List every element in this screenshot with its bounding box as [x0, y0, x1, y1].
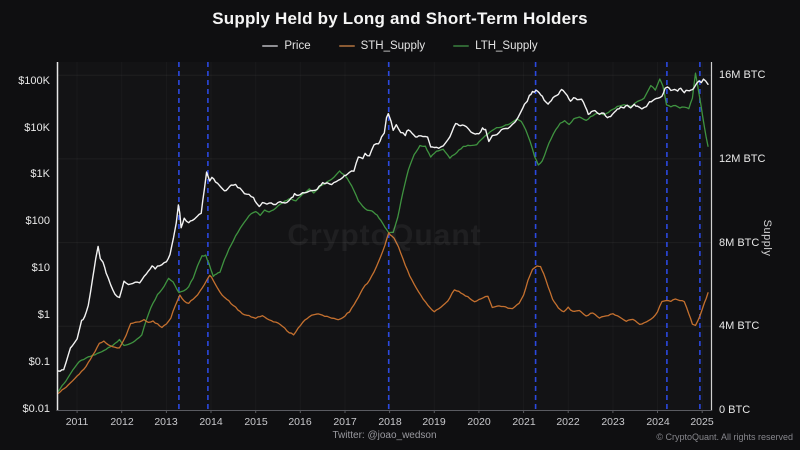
supply-axis-title: Supply — [761, 219, 773, 257]
price-tick-label: $10K — [24, 122, 50, 134]
legend-item-sth-supply[interactable]: STH_Supply — [338, 40, 426, 52]
legend-label: Price — [284, 40, 311, 52]
plot-area — [56, 62, 713, 413]
year-tick-label: 2017 — [333, 416, 357, 428]
legend: Price STH_Supply LTH_Supply — [0, 40, 800, 52]
page-title: Supply Held by Long and Short-Term Holde… — [212, 9, 588, 28]
legend-label: LTH_Supply — [475, 40, 538, 52]
year-tick-label: 2011 — [65, 416, 89, 428]
year-tick-label: 2014 — [199, 416, 223, 428]
price-swatch-icon — [262, 45, 279, 47]
footer-twitter: Twitter: @joao_wedson — [332, 430, 437, 441]
year-tick-label: 2023 — [601, 416, 625, 428]
price-tick-label: $1 — [37, 309, 50, 321]
chart-canvas — [56, 62, 713, 413]
year-tick-label: 2015 — [244, 416, 268, 428]
sth-swatch-icon — [338, 45, 355, 47]
legend-item-price[interactable]: Price — [262, 40, 311, 52]
footer-copyright: © CryptoQuant. All rights reserved — [656, 432, 793, 442]
year-tick-label: 2016 — [288, 416, 312, 428]
lth-swatch-icon — [453, 45, 470, 47]
year-tick-label: 2013 — [154, 416, 178, 428]
year-tick-label: 2019 — [422, 416, 446, 428]
year-tick-label: 2020 — [467, 416, 491, 428]
price-tick-label: $100K — [18, 75, 50, 87]
supply-tick-label: 8M BTC — [719, 237, 760, 249]
legend-label: STH_Supply — [360, 40, 426, 52]
year-tick-label: 2025 — [690, 416, 714, 428]
year-tick-label: 2018 — [378, 416, 402, 428]
price-tick-label: $1K — [30, 168, 50, 180]
price-tick-label: $100 — [25, 215, 50, 227]
supply-tick-label: 12M BTC — [719, 153, 766, 165]
price-tick-label: $10 — [31, 262, 50, 274]
price-tick-label: $0.1 — [28, 356, 50, 368]
year-tick-label: 2022 — [556, 416, 580, 428]
year-tick-label: 2024 — [646, 416, 670, 428]
supply-tick-label: 4M BTC — [719, 320, 760, 332]
supply-tick-label: 0 BTC — [719, 404, 751, 416]
price-tick-label: $0.01 — [22, 403, 50, 415]
year-tick-label: 2021 — [512, 416, 536, 428]
legend-item-lth-supply[interactable]: LTH_Supply — [453, 40, 538, 52]
supply-tick-label: 16M BTC — [719, 69, 766, 81]
year-tick-label: 2012 — [110, 416, 134, 428]
